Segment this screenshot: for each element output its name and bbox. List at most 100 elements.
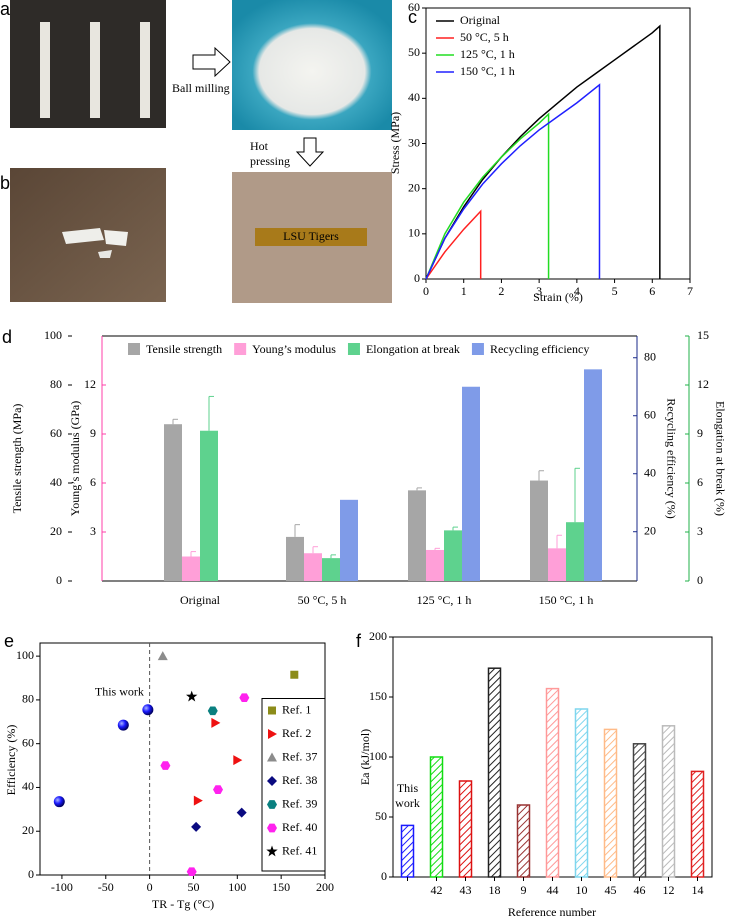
legend-swatch [267,776,277,786]
process-label: Hot [250,139,269,153]
x-tick-label: 10 [576,883,588,897]
point [142,704,154,716]
panel-label: d [2,327,12,347]
error-bar [556,534,562,549]
x-tick-label: 14 [692,883,704,897]
x-tick-label: 6 [649,284,655,298]
y-tick-label: 0 [414,271,420,285]
bar [462,386,480,581]
bar [408,490,426,581]
y-tick-label: 40 [50,475,62,489]
line-series [425,83,601,280]
y-tick-label: 0 [697,573,703,587]
legend-swatch [267,752,277,762]
legend-swatch [234,343,247,355]
y-tick-label: 0 [28,867,34,881]
legend-label: Ref. 38 [282,773,317,787]
bar [548,548,566,581]
fragment [62,228,104,244]
y-tick-label: 3 [90,524,96,538]
bar [690,770,705,878]
y-tick-label: 0 [56,573,62,587]
x-tick-label: Original [180,593,221,607]
y-tick-label: 9 [697,426,703,440]
bar [566,522,584,581]
y-tick-label: 40 [644,465,656,479]
y-axis-title: Recycling efficiency (%) [664,398,678,518]
y-tick-label: 20 [644,523,656,537]
point [207,706,218,716]
x-axis-title: TR - Tg (°C) [152,897,214,911]
bar [545,687,560,878]
y-tick-label: 80 [22,692,34,706]
process-label: pressing [250,154,290,168]
bar [164,424,182,581]
y-tick-label: 9 [90,426,96,440]
y-tick-label: 60 [50,426,62,440]
legend-label: 150 °C, 1 h [460,64,515,78]
y-tick-label: 12 [697,377,709,391]
legend-label: Ref. 40 [282,820,317,834]
x-tick-label: 7 [687,284,693,298]
point [191,821,202,832]
y-tick-label: 100 [16,648,34,662]
bar [182,556,200,581]
x-tick-label: 150 °C, 1 h [539,593,594,607]
x-tick-label: 42 [431,883,443,897]
bar [632,743,647,878]
point [239,693,250,703]
bar [603,728,618,878]
x-tick-label: 125 °C, 1 h [417,593,472,607]
point [193,795,203,806]
x-tick-label: 200 [316,880,334,894]
y-tick-label: 60 [408,0,420,14]
x-axis-title: Strain (%) [533,290,583,304]
y-axis-title: Stress (MPa) [388,112,402,174]
error-bar [330,554,336,559]
y-tick-label: 60 [22,735,34,749]
legend-label: 125 °C, 1 h [460,47,515,61]
x-tick-label: 9 [521,883,527,897]
legend-swatch [347,343,360,355]
bar [304,553,322,581]
error-bar [312,546,318,554]
legend-label: 50 °C, 5 h [460,30,509,44]
y-tick-label: 6 [90,475,96,489]
legend-label: Young’s modulus [252,342,336,356]
bar [286,536,304,581]
y-tick-label: 50 [375,809,387,823]
error-bar [574,467,580,523]
legend-label: Ref. 37 [282,749,317,763]
x-tick-label: 12 [663,883,675,897]
legend-label: Ref. 2 [282,726,311,740]
y-tick-label: 100 [44,328,62,342]
y-axis-title: Young’s modulus (GPa) [68,401,82,516]
bar [584,369,602,581]
x-tick-label: 3 [536,284,542,298]
point [290,670,299,679]
line-series [425,209,482,280]
legend-label: Ref. 41 [282,843,317,857]
y-tick-label: 80 [644,349,656,363]
y-axis-title: Elongation at break (%) [713,401,727,516]
arrow [192,46,231,78]
fragment [98,250,112,258]
x-tick-label: 50 [187,880,199,894]
point [233,755,243,766]
panel-label: b [0,173,10,193]
x-tick-label: 18 [489,883,501,897]
error-bar [434,547,440,550]
y-tick-label: 6 [697,475,703,489]
x-tick-label: 43 [460,883,472,897]
legend-label: Recycling efficiency [490,342,589,356]
bar [444,530,462,581]
annotation: This [397,781,419,795]
film-strip [40,22,50,118]
x-tick-label: 1 [461,284,467,298]
photo-powder [232,0,392,130]
y-tick-label: 15 [697,328,709,342]
x-tick-label: 45 [605,883,617,897]
error-bar [172,418,178,425]
x-tick-label: 100 [228,880,246,894]
error-bar [538,470,544,481]
